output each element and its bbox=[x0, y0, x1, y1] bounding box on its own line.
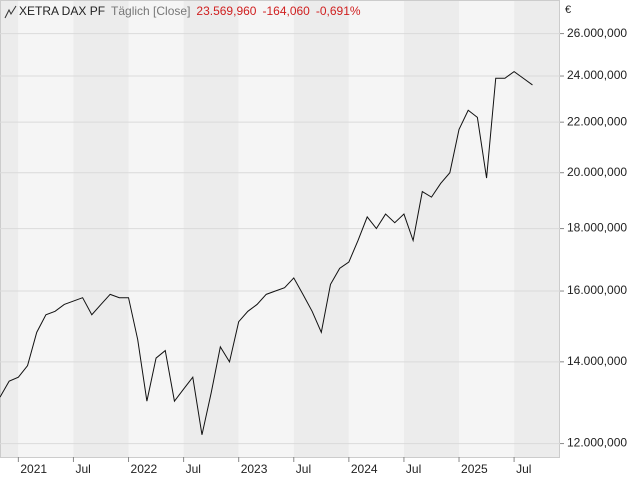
x-tick-label: 2025 bbox=[461, 462, 488, 476]
y-tick-label: 18.000,000 bbox=[567, 221, 627, 235]
y-tick-label: 26.000,000 bbox=[567, 26, 627, 40]
x-tick-label: Jul bbox=[75, 462, 90, 476]
y-tick-label: 20.000,000 bbox=[567, 165, 627, 179]
x-tick-label: 2023 bbox=[241, 462, 268, 476]
price-change: -164,060 bbox=[262, 4, 310, 18]
x-tick-label: 2024 bbox=[351, 462, 378, 476]
x-tick-label: Jul bbox=[186, 462, 201, 476]
x-tick-label: Jul bbox=[406, 462, 421, 476]
x-tick-label: 2021 bbox=[20, 462, 47, 476]
y-tick-label: 12.000,000 bbox=[567, 436, 627, 450]
chart-subtitle: Täglich [Close] bbox=[111, 4, 190, 18]
x-tick-label: Jul bbox=[516, 462, 531, 476]
y-tick-label: 24.000,000 bbox=[567, 68, 627, 82]
chart-title: XETRA DAX PF bbox=[19, 4, 105, 18]
x-tick-label: Jul bbox=[296, 462, 311, 476]
y-tick-label: 14.000,000 bbox=[567, 354, 627, 368]
axis-unit: € bbox=[565, 4, 571, 16]
y-tick-label: 22.000,000 bbox=[567, 114, 627, 128]
chart-icon bbox=[4, 5, 17, 19]
x-tick-label: 2022 bbox=[131, 462, 158, 476]
y-tick-label: 16.000,000 bbox=[567, 283, 627, 297]
last-price: 23.569,960 bbox=[196, 4, 256, 18]
price-line bbox=[0, 71, 533, 435]
percent-change: -0,691% bbox=[316, 4, 361, 18]
